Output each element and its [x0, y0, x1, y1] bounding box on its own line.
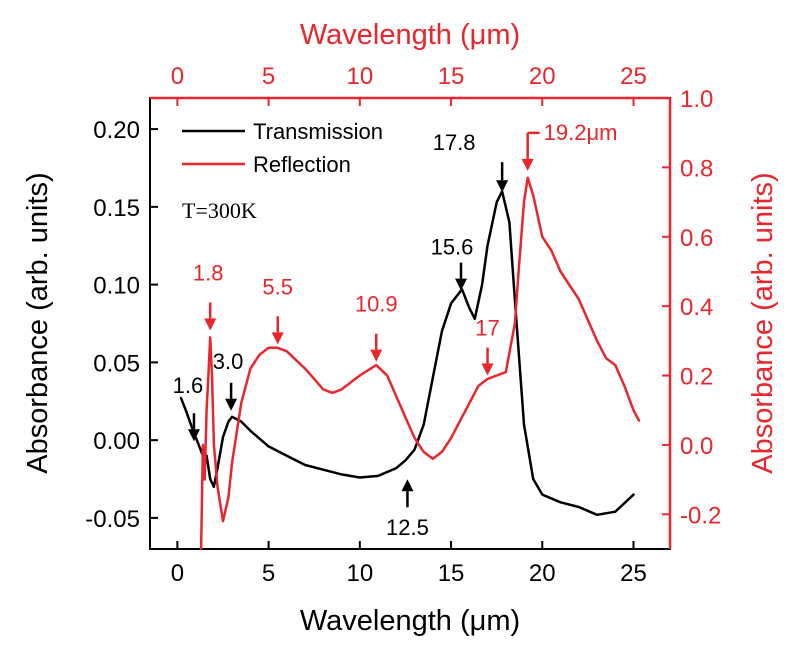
series-layer: [179, 176, 641, 551]
bottom-x-tick-label: 15: [438, 560, 465, 587]
top-x-axis: 0 5 10 15 20 25: [171, 63, 647, 106]
left-y-tick-label: 0.00: [93, 428, 140, 455]
bottom-x-tick-label: 0: [171, 560, 184, 587]
annotation-arrowhead: [481, 363, 494, 376]
legend-label-reflection: Reflection: [253, 152, 351, 177]
annotation-label: 1.6: [173, 373, 204, 398]
annotation-label: 5.5: [262, 274, 293, 299]
right-y-tick-label: 0.2: [680, 364, 713, 391]
legend-label-transmission: Transmission: [253, 119, 383, 144]
top-x-tick-label: 15: [438, 63, 465, 90]
top-x-axis-title: Wavelength (μm): [300, 19, 520, 51]
annotation-arrowhead: [187, 429, 200, 442]
left-y-tick-label: -0.05: [85, 506, 140, 533]
annotation-arrowhead: [204, 318, 217, 331]
top-x-tick-label: 10: [346, 63, 373, 90]
annotation-arrowhead: [401, 479, 414, 492]
left-y-tick-label: 0.20: [93, 117, 140, 144]
top-x-tick-label: 25: [620, 63, 647, 90]
annotation-label: 17.8: [433, 130, 476, 155]
annotation-label: 12.5: [386, 515, 429, 540]
top-x-tick-label: 0: [171, 63, 184, 90]
temperature-label: T=300K: [182, 198, 257, 223]
series-line-reflection: [199, 176, 641, 551]
bottom-x-tick-label: 10: [346, 560, 373, 587]
left-y-axis: -0.05 0.00 0.05 0.10 0.15 0.20: [85, 117, 158, 533]
bottom-x-axis-title: Wavelength (μm): [300, 605, 520, 637]
annotation-arrowhead: [271, 332, 284, 345]
annotation-arrowhead: [496, 180, 509, 193]
top-x-tick-label: 5: [262, 63, 275, 90]
annotation-label: 19.2μm: [544, 120, 618, 145]
bottom-x-axis: 0 5 10 15 20 25: [171, 541, 647, 587]
annotation-arrowhead: [370, 349, 383, 362]
left-y-tick-label: 0.15: [93, 195, 140, 222]
left-y-axis-title: Absorbance (arb. units): [22, 172, 54, 473]
annotation-arrowhead: [455, 278, 467, 291]
annotation-arrowhead: [521, 158, 534, 171]
right-y-tick-label: 0.0: [680, 433, 713, 460]
legend: Transmission Reflection: [182, 119, 383, 177]
top-x-tick-label: 20: [529, 63, 556, 90]
annotation-arrowhead: [225, 398, 238, 411]
right-y-axis-title: Absorbance (arb. units): [747, 172, 779, 473]
right-y-tick-label: 1.0: [680, 86, 713, 113]
right-y-tick-label: 0.4: [680, 294, 713, 321]
right-y-tick-label: 0.8: [680, 155, 713, 182]
right-y-axis: -0.2 0.0 0.2 0.4 0.6 0.8 1.0: [662, 86, 721, 529]
series-line-transmission: [179, 190, 635, 517]
plot-frame: [149, 97, 671, 550]
bottom-x-tick-label: 25: [620, 560, 647, 587]
right-y-tick-label: 0.6: [680, 225, 713, 252]
bottom-x-tick-label: 5: [262, 560, 275, 587]
annotation-label: 15.6: [431, 235, 474, 260]
annotation-label: 3.0: [213, 349, 244, 374]
annotation-label: 1.8: [193, 260, 224, 285]
annotation-layer: 1.6 3.0 12.5 15.6 17.8 1.8 5.5 10.9 17 19.2μm: [173, 120, 618, 540]
bottom-x-tick-label: 20: [529, 560, 556, 587]
annotation-label: 17: [475, 316, 499, 341]
left-y-tick-label: 0.10: [93, 273, 140, 300]
left-y-tick-label: 0.05: [93, 350, 140, 377]
annotation-label: 10.9: [355, 292, 398, 317]
right-y-tick-label: -0.2: [680, 502, 721, 529]
